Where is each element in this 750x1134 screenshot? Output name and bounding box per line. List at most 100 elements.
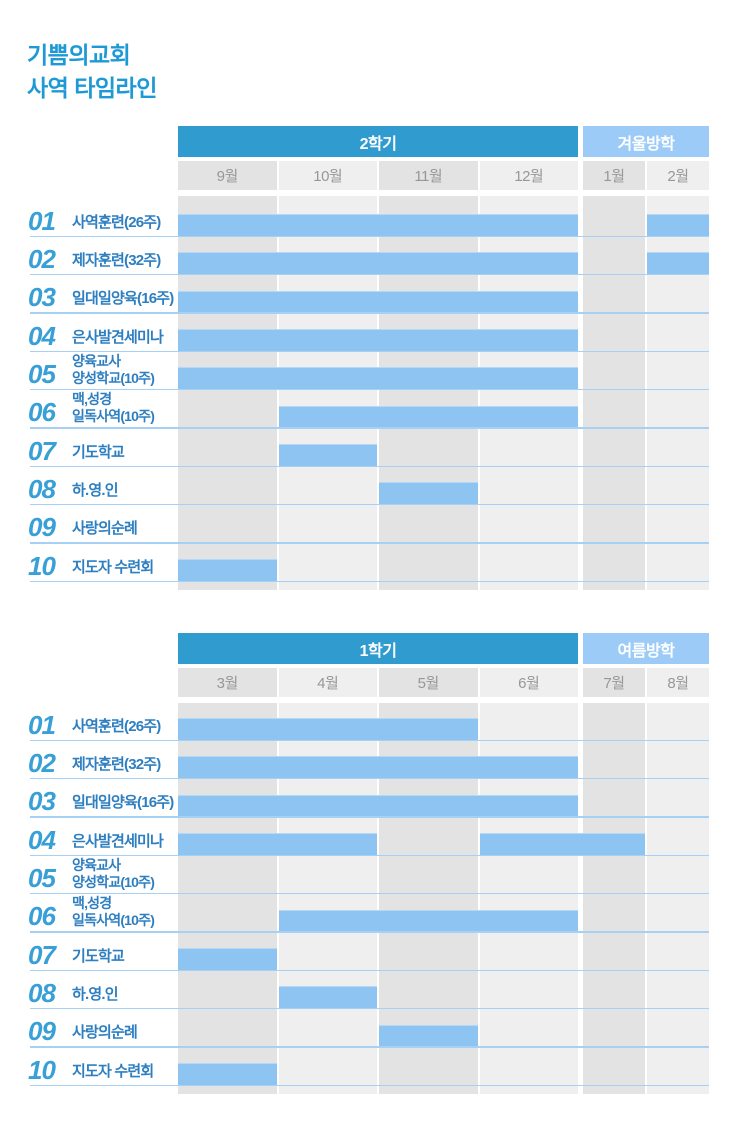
row-number: 06: [28, 901, 56, 932]
gantt-bar: [479, 833, 645, 855]
gantt-bar: [178, 367, 578, 389]
row-label-line: 기도학교: [72, 947, 125, 965]
row-number: 01: [28, 709, 56, 740]
row-label: 사랑의순례: [72, 520, 138, 542]
grid-column: [583, 196, 645, 591]
row-underline: [30, 580, 709, 583]
row-underline: [30, 1046, 709, 1048]
row-underline: [30, 1007, 709, 1010]
gantt-bar: [379, 1024, 478, 1047]
row-label-line: 사랑의순례: [72, 520, 138, 538]
gantt-bar: [178, 290, 578, 313]
gantt-bar: [178, 756, 578, 778]
gantt-bar: [178, 214, 578, 236]
row-number: 02: [28, 747, 56, 778]
row-label-line: 양성학교(10주): [72, 873, 155, 890]
row-label-line: 하.영.인: [72, 481, 119, 499]
row-label-line: 맥,성경: [72, 391, 112, 408]
row-label-line: 일독사역(10주): [72, 912, 155, 929]
semester-band: 2학기: [178, 126, 578, 157]
row-label-line: 은사발견세미나: [72, 832, 164, 850]
vacation-band: 여름방학: [583, 633, 709, 664]
row-label-line: 지도자 수련회: [72, 1062, 154, 1080]
month-header-cell: 4월: [278, 668, 377, 697]
month-header-cell: 9월: [178, 161, 277, 190]
row-number: 04: [28, 320, 56, 351]
row-number: 08: [28, 977, 56, 1008]
gantt-bar: [278, 444, 377, 466]
month-header-cell: 6월: [479, 668, 578, 697]
month-label: 5월: [417, 675, 440, 692]
row-underline: [30, 235, 709, 237]
gantt-bar: [178, 1063, 277, 1085]
row-label: 양육교사 양성학교(10주): [72, 856, 155, 893]
row-label: 제자훈련(32주): [72, 252, 161, 274]
month-label: 7월: [603, 675, 625, 692]
row-label: 하.영.인: [72, 985, 119, 1008]
row-label-line: 사랑의순례: [72, 1024, 138, 1042]
month-header-cell: 2월: [647, 161, 709, 190]
row-label: 맥,성경 일독사역(10주): [72, 895, 155, 931]
month-label: 4월: [317, 675, 339, 692]
row-number: 04: [28, 824, 56, 855]
gantt-bar: [178, 252, 578, 274]
gantt-bar: [278, 986, 377, 1008]
month-label: 3월: [216, 675, 239, 692]
row-label: 은사발견세미나: [72, 329, 164, 351]
row-label-line: 맥,성경: [72, 895, 112, 912]
row-label-line: 사역훈련(26주): [72, 213, 161, 231]
row-number: 05: [28, 358, 56, 389]
page-title-line-2: 사역 타임라인: [27, 75, 157, 101]
month-header-cell: 11월: [379, 161, 478, 190]
row-underline: [30, 816, 709, 818]
row-underline: [30, 465, 709, 468]
row-label: 사역훈련(26주): [72, 213, 161, 236]
row-underline: [30, 854, 709, 857]
row-label: 사역훈련(26주): [72, 717, 161, 740]
row-number: 09: [28, 1016, 56, 1047]
row-number: 10: [28, 550, 56, 581]
row-number: 03: [28, 282, 56, 313]
month-label: 2월: [667, 168, 689, 185]
row-label: 하.영.인: [72, 481, 119, 504]
row-label-line: 하.영.인: [72, 985, 119, 1003]
row-label-line: 양육교사: [72, 856, 121, 873]
gantt-bar: [178, 794, 578, 817]
row-label: 일대일양육(16주): [72, 290, 174, 312]
month-label: 6월: [518, 675, 540, 692]
grid-column: [583, 703, 645, 1095]
month-header-cell: 7월: [583, 668, 645, 697]
gantt-bar: [178, 718, 478, 740]
month-label: 8월: [667, 675, 689, 692]
month-header-cell: 3월: [178, 668, 277, 697]
month-header-cell: 12월: [479, 161, 578, 190]
month-label: 11월: [414, 168, 443, 185]
row-number: 05: [28, 862, 56, 893]
month-label: 1월: [603, 168, 625, 185]
gantt-bar: [278, 909, 578, 932]
month-label: 12월: [514, 168, 544, 185]
month-label: 10월: [313, 168, 343, 185]
row-label-line: 일대일양육(16주): [72, 290, 174, 308]
row-number: 06: [28, 397, 56, 428]
row-underline: [30, 503, 709, 506]
row-label: 기도학교: [72, 443, 125, 466]
grid-column: [647, 703, 709, 1095]
row-underline: [30, 777, 709, 780]
row-label-line: 제자훈련(32주): [72, 755, 161, 773]
row-number: 02: [28, 243, 56, 274]
row-label: 지도자 수련회: [72, 559, 154, 581]
row-label-line: 기도학교: [72, 443, 125, 461]
month-label: 9월: [216, 168, 239, 185]
row-number: 03: [28, 786, 56, 817]
row-label: 기도학교: [72, 947, 125, 970]
row-label: 은사발견세미나: [72, 832, 164, 855]
semester-band: 1학기: [178, 633, 578, 664]
gantt-bar: [379, 482, 478, 504]
row-label-line: 사역훈련(26주): [72, 717, 161, 735]
gantt-bar: [278, 405, 578, 428]
page-title-line-1: 기쁨의교회: [27, 42, 131, 68]
row-number: 07: [28, 435, 56, 466]
row-label: 지도자 수련회: [72, 1062, 154, 1085]
